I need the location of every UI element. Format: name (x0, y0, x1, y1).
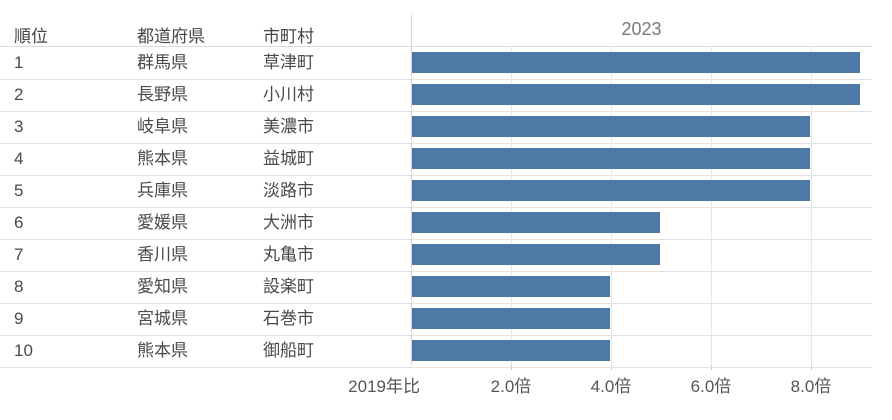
value-bar[interactable] (412, 84, 860, 105)
prefecture-cell: 愛知県 (137, 277, 188, 296)
prefecture-cell: 香川県 (137, 245, 188, 264)
rank-cell: 9 (14, 309, 24, 328)
column-header-prefecture: 都道府県 (137, 27, 205, 46)
table-row[interactable]: 3 岐阜県 美濃市 (0, 111, 872, 144)
x-axis-caption: 2019年比 (348, 377, 420, 396)
chart-title-year: 2023 (621, 19, 662, 39)
table-row[interactable]: 4 熊本県 益城町 (0, 143, 872, 176)
table-row[interactable]: 5 兵庫県 淡路市 (0, 175, 872, 208)
y-axis-line (411, 15, 412, 365)
value-bar[interactable] (412, 308, 610, 329)
municipality-cell: 淡路市 (263, 181, 314, 200)
municipality-cell: 御船町 (263, 341, 314, 360)
prefecture-cell: 群馬県 (137, 53, 188, 72)
value-bar[interactable] (412, 340, 610, 361)
value-bar[interactable] (412, 212, 660, 233)
rank-cell: 7 (14, 245, 24, 264)
rank-cell: 4 (14, 149, 24, 168)
rank-cell: 3 (14, 117, 24, 136)
axis-tick-label: 2.0倍 (490, 377, 532, 396)
table-row[interactable]: 9 宮城県 石巻市 (0, 303, 872, 336)
prefecture-cell: 長野県 (137, 85, 188, 104)
municipality-cell: 草津町 (263, 53, 314, 72)
table-row[interactable]: 10 熊本県 御船町 (0, 335, 872, 368)
rank-cell: 10 (14, 341, 33, 360)
rank-cell: 6 (14, 213, 24, 232)
rank-cell: 5 (14, 181, 24, 200)
prefecture-cell: 岐阜県 (137, 117, 188, 136)
table-row[interactable]: 2 長野県 小川村 (0, 79, 872, 112)
value-bar[interactable] (412, 52, 860, 73)
municipality-cell: 小川村 (263, 85, 314, 104)
table-row[interactable]: 1 群馬県 草津町 (0, 47, 872, 80)
column-header-rank: 順位 (14, 27, 48, 46)
gridline (711, 47, 712, 365)
municipality-cell: 益城町 (263, 149, 314, 168)
municipality-cell: 石巻市 (263, 309, 314, 328)
municipality-cell: 大洲市 (263, 213, 314, 232)
municipality-cell: 設楽町 (263, 277, 314, 296)
value-bar[interactable] (412, 180, 810, 201)
value-bar[interactable] (412, 244, 660, 265)
gridline (811, 47, 812, 365)
prefecture-cell: 愛媛県 (137, 213, 188, 232)
gridline (511, 47, 512, 365)
prefecture-cell: 宮城県 (137, 309, 188, 328)
axis-tick-label: 4.0倍 (590, 377, 632, 396)
prefecture-cell: 熊本県 (137, 149, 188, 168)
rank-cell: 2 (14, 85, 24, 104)
rank-cell: 8 (14, 277, 24, 296)
value-bar[interactable] (412, 148, 810, 169)
prefecture-cell: 兵庫県 (137, 181, 188, 200)
municipality-cell: 美濃市 (263, 117, 314, 136)
column-header-municipality: 市町村 (263, 27, 314, 46)
header-separator-line (0, 46, 872, 47)
municipality-cell: 丸亀市 (263, 245, 314, 264)
table-row[interactable]: 6 愛媛県 大洲市 (0, 207, 872, 240)
gridline (611, 47, 612, 365)
prefecture-cell: 熊本県 (137, 341, 188, 360)
value-bar[interactable] (412, 276, 610, 297)
table-row[interactable]: 7 香川県 丸亀市 (0, 239, 872, 272)
table-row[interactable]: 8 愛知県 設楽町 (0, 271, 872, 304)
value-bar[interactable] (412, 116, 810, 137)
axis-tick-label: 6.0倍 (690, 377, 732, 396)
axis-tick-label: 8.0倍 (790, 377, 832, 396)
rank-cell: 1 (14, 53, 24, 72)
